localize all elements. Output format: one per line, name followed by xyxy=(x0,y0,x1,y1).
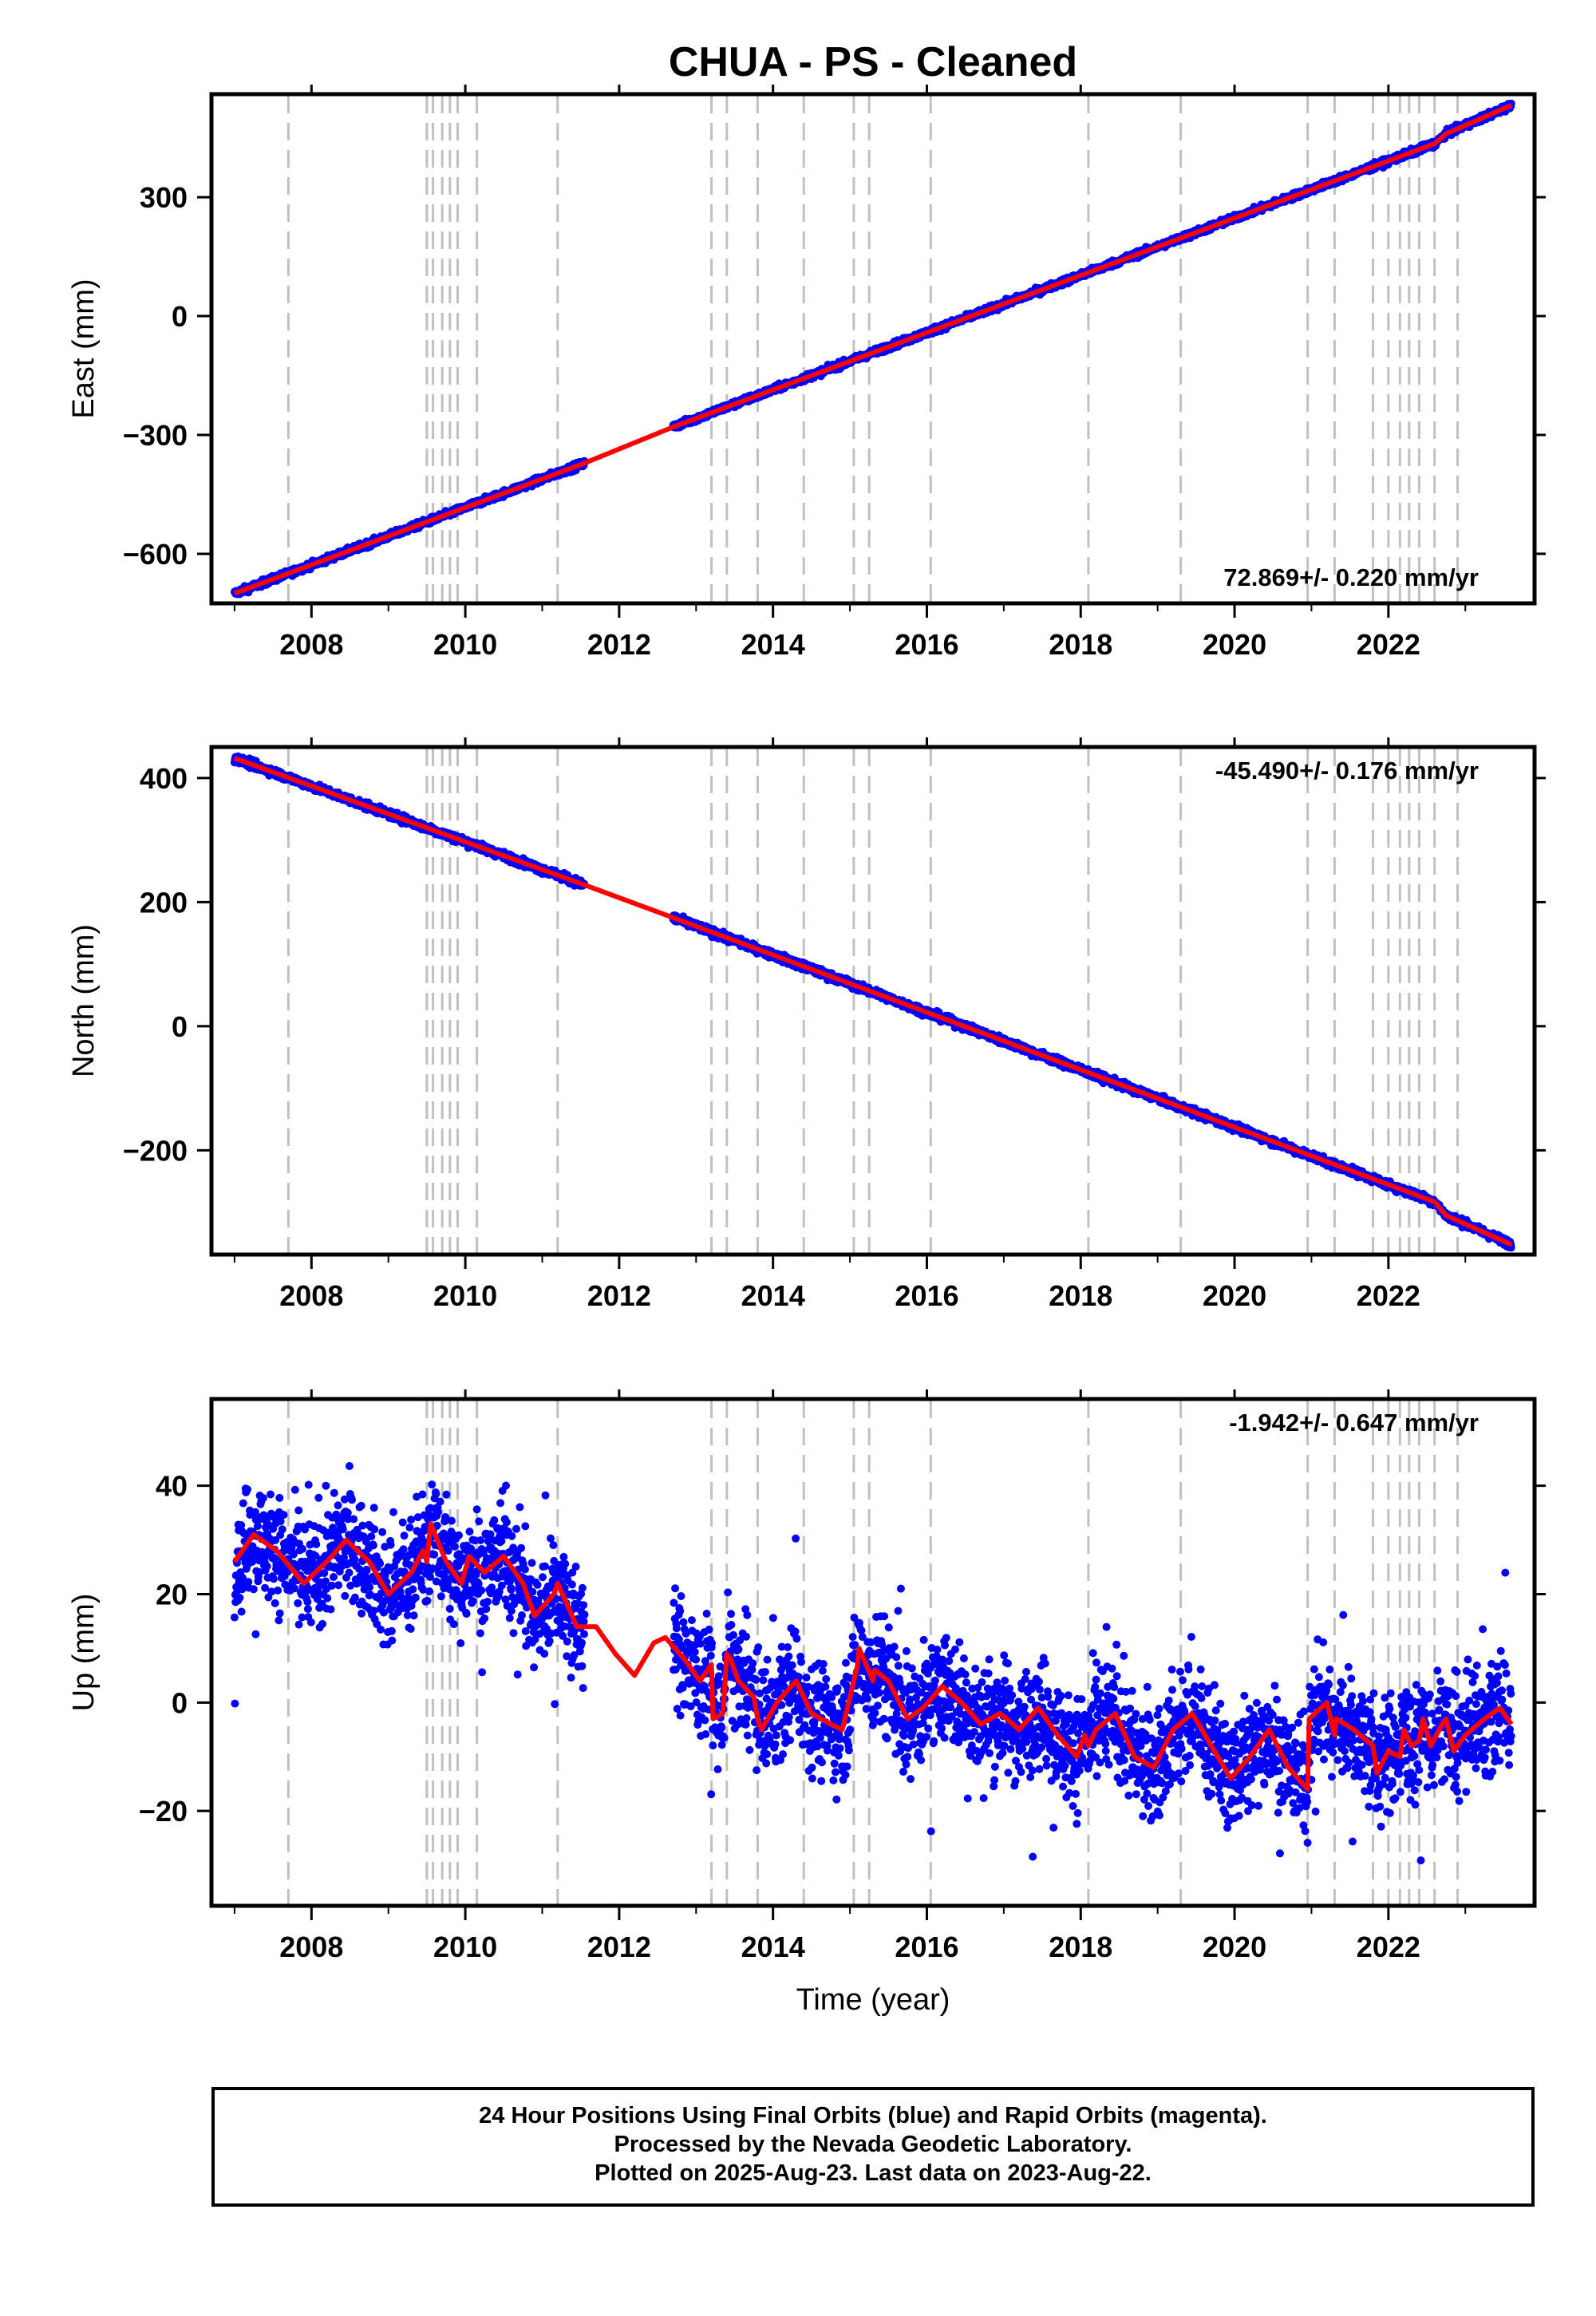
rate-label: 72.869+/- 0.220 mm/yr xyxy=(1223,563,1479,591)
x-tick-label: 2020 xyxy=(1203,628,1266,661)
y-axis-label: East (mm) xyxy=(67,279,101,418)
x-tick-label: 2014 xyxy=(741,628,805,661)
x-tick-label: 2018 xyxy=(1049,628,1112,661)
x-tick-label: 2010 xyxy=(433,628,497,661)
y-tick-label: −300 xyxy=(123,419,188,452)
panels: 2008 2010 2012 2014 2016 2018 2020 2022 −600 −300… xyxy=(67,85,1546,2017)
panel-east: 2008 2010 2012 2014 2016 2018 2020 2022 −600 −300… xyxy=(67,85,1546,661)
x-tick-label: 2012 xyxy=(587,628,651,661)
panel-north: 2008 2010 2012 2014 2016 2018 2020 2022−2000200… xyxy=(67,737,1546,1312)
x-tick-label: 2016 xyxy=(895,628,958,661)
x-tick-label: 2022 xyxy=(1357,628,1420,661)
x-tick-label: 2008 xyxy=(279,628,343,661)
y-tick-label: 300 xyxy=(140,181,188,214)
figure-title: CHUA - PS - Cleaned xyxy=(669,39,1077,85)
y-tick-label: 0 xyxy=(172,300,188,333)
y-tick-label: −600 xyxy=(123,538,188,571)
